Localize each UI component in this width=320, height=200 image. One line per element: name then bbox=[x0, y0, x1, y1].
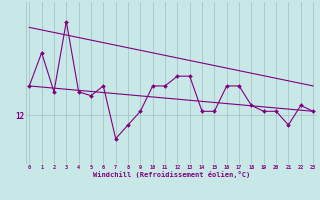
X-axis label: Windchill (Refroidissement éolien,°C): Windchill (Refroidissement éolien,°C) bbox=[92, 171, 250, 178]
